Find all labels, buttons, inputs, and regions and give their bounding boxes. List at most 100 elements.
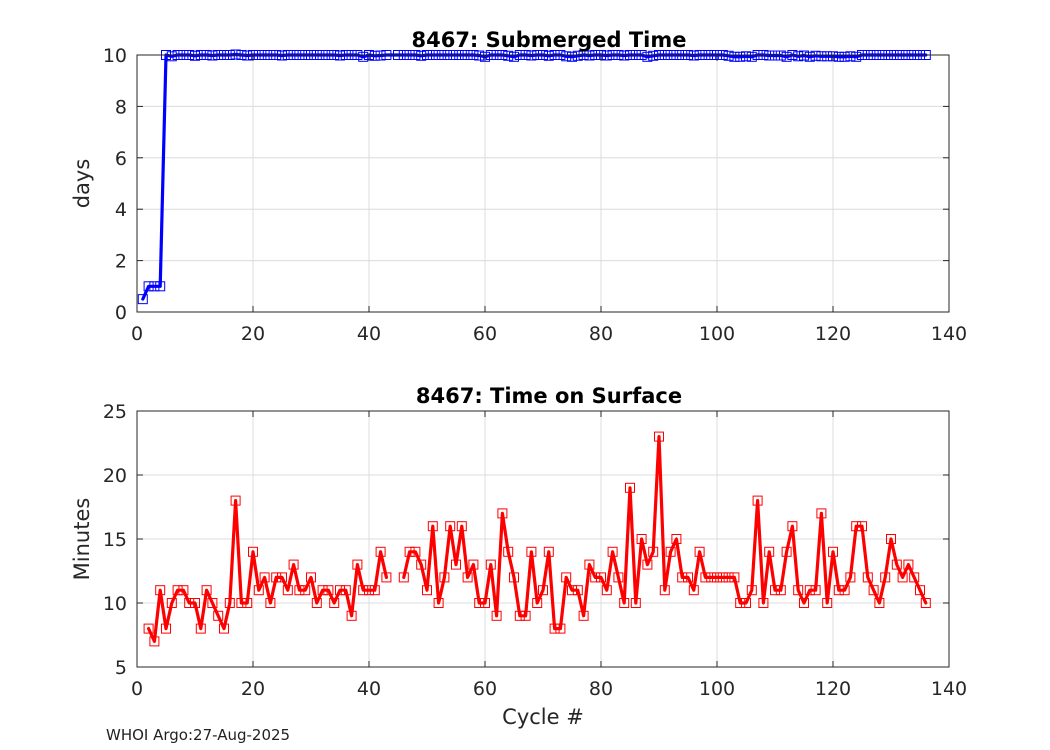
x-tick-label: 20	[241, 323, 265, 345]
submerged-time-chart: 0 20 40 60 80 100 120 140 0 2 4 6 8 10 8467: Submerged…	[70, 28, 967, 345]
x-tick-label: 20	[241, 678, 265, 700]
data-point-marker	[317, 585, 328, 596]
data-point-marker	[161, 623, 171, 634]
data-point-marker	[700, 572, 711, 583]
chart-title: 8467: Time on Surface	[416, 384, 682, 408]
data-point-marker	[804, 51, 815, 62]
y-tick-label: 4	[115, 199, 127, 221]
y-axis-label: Minutes	[70, 498, 94, 581]
data-point-marker	[259, 572, 270, 583]
data-point-marker	[596, 572, 606, 583]
data-point-marker	[880, 572, 891, 583]
data-point-marker	[526, 50, 537, 61]
data-point-marker	[416, 559, 427, 570]
data-point-marker	[439, 572, 450, 583]
data-point-marker	[897, 572, 908, 583]
data-point-marker	[590, 572, 601, 583]
data-point-marker	[195, 623, 206, 634]
data-point-marker	[207, 598, 218, 608]
data-point-marker	[746, 585, 757, 596]
data-point-marker	[920, 598, 931, 608]
data-point-marker	[277, 50, 287, 61]
data-point-marker	[804, 585, 815, 596]
data-point-marker	[694, 546, 705, 557]
data-point-marker	[369, 585, 380, 596]
x-tick-label: 100	[699, 678, 735, 700]
data-point-marker	[294, 585, 305, 596]
data-point-marker	[764, 50, 775, 61]
data-point-marker	[717, 572, 728, 583]
data-point-marker	[909, 572, 920, 583]
data-point-marker	[178, 585, 189, 596]
data-point-marker	[137, 294, 148, 305]
data-point-marker	[248, 546, 258, 557]
data-point-marker	[810, 585, 821, 596]
x-tick-label: 140	[931, 323, 967, 345]
data-point-marker	[775, 585, 786, 596]
data-point-marker	[503, 546, 514, 557]
data-point-marker	[340, 585, 351, 596]
data-point-marker	[561, 572, 572, 583]
data-point-marker	[584, 50, 595, 61]
data-point-marker	[416, 50, 427, 61]
data-point-marker	[723, 572, 734, 583]
data-point-marker	[741, 598, 751, 608]
y-tick-label: 20	[103, 465, 127, 487]
data-point-marker	[613, 572, 624, 583]
data-point-marker	[398, 572, 409, 583]
data-point-marker	[874, 598, 885, 608]
data-point-marker	[746, 51, 757, 62]
y-tick-label: 25	[103, 401, 127, 423]
data-point-marker	[555, 623, 566, 634]
data-point-marker	[636, 534, 647, 544]
data-point-marker	[282, 585, 293, 596]
data-point-marker	[155, 585, 166, 596]
data-point-marker	[648, 546, 659, 557]
data-point-marker	[224, 598, 235, 608]
data-point-marker	[468, 559, 479, 570]
x-tick-label: 40	[357, 323, 381, 345]
data-point-marker	[219, 623, 229, 634]
data-point-marker	[828, 546, 838, 557]
data-point-marker	[265, 598, 276, 608]
data-point-marker	[671, 534, 682, 544]
y-tick-label: 10	[103, 45, 127, 67]
data-point-marker	[236, 598, 247, 608]
data-point-marker	[491, 610, 502, 621]
data-point-marker	[207, 50, 218, 61]
data-point-marker	[781, 546, 792, 557]
data-point-marker	[149, 281, 160, 292]
data-point-marker	[775, 50, 786, 61]
data-point-marker	[427, 521, 438, 532]
data-point-marker	[358, 585, 369, 596]
data-point-marker	[462, 572, 473, 583]
data-point-marker	[149, 636, 160, 647]
data-point-marker	[688, 50, 699, 61]
y-tick-label: 15	[103, 529, 127, 551]
data-point-marker	[584, 559, 595, 570]
data-point-marker	[915, 585, 925, 596]
data-point-marker	[184, 598, 195, 608]
data-point-marker	[352, 559, 363, 570]
data-point-marker	[190, 598, 200, 608]
data-point-marker	[857, 521, 867, 532]
data-point-marker	[891, 559, 902, 570]
x-tick-label: 80	[589, 323, 613, 345]
data-point-marker	[816, 51, 827, 62]
data-point-marker	[456, 521, 467, 532]
x-tick-label: 80	[589, 678, 613, 700]
data-point-marker	[862, 572, 873, 583]
data-point-marker	[648, 50, 659, 61]
data-point-marker	[601, 50, 612, 61]
data-point-marker	[845, 51, 856, 62]
data-point-marker	[578, 610, 589, 621]
plot-background	[137, 55, 949, 312]
data-point-marker	[474, 598, 485, 608]
data-point-marker	[451, 559, 461, 570]
data-point-marker	[509, 51, 519, 62]
data-point-marker	[335, 50, 345, 61]
data-point-marker	[688, 585, 699, 596]
data-point-marker	[172, 585, 183, 596]
data-point-marker	[619, 50, 630, 61]
